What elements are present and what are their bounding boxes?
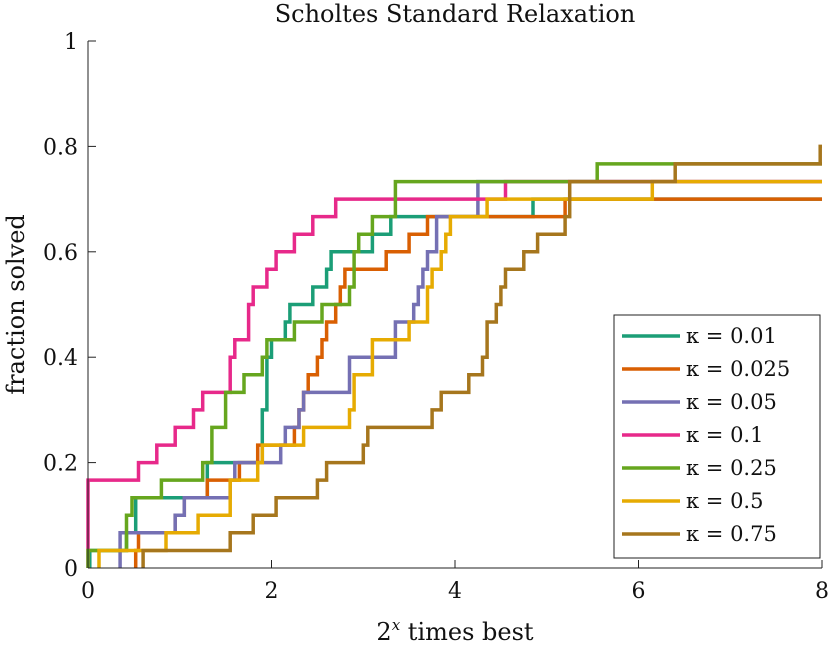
legend-entry-label: κ = 0.05 [686,390,777,414]
x-tick-label: 4 [448,579,462,604]
series-line-2 [118,179,822,568]
legend-entry-label: κ = 0.75 [686,522,777,546]
y-tick-label: 0.2 [43,452,78,477]
y-tick-label: 0.8 [43,135,78,160]
x-tick-label: 0 [81,579,95,604]
x-axis-label-exponent: x [392,616,401,634]
legend-entry-label: κ = 0.025 [686,357,790,381]
x-tick-label: 8 [815,579,829,604]
x-tick-label: 6 [632,579,646,604]
y-axis-label: fraction solved [2,214,30,395]
y-tick-label: 0.4 [43,346,78,371]
x-axis-label-base: 2 [376,618,391,645]
y-tick-label: 0 [64,557,78,582]
series-line-4 [86,162,822,568]
series-layer [86,144,822,568]
plot-area: 0 2 4 6 8 0 0.2 0.4 0.6 0.8 1 [43,30,829,604]
legend-entry-label: κ = 0.01 [686,324,777,348]
series-line-5 [97,179,822,568]
axis-layer: 0 2 4 6 8 0 0.2 0.4 0.6 0.8 1 [43,30,829,604]
series-line-3 [86,179,822,568]
x-axis-label: 2x times best [376,616,533,645]
y-tick-label: 0.6 [43,241,78,266]
x-axis-label-rest: times best [400,618,534,645]
series-line-6 [141,144,822,568]
legend-entry-label: κ = 0.5 [686,489,763,513]
y-tick-label: 1 [64,30,78,55]
legend-entry-label: κ = 0.1 [686,423,763,447]
chart-title: Scholtes Standard Relaxation [275,0,636,28]
legend-entry-label: κ = 0.25 [686,456,777,480]
x-tick-label: 2 [265,579,279,604]
legend: κ = 0.01 κ = 0.025 κ = 0.05 κ = 0.1 κ = 0.25… [613,314,821,559]
